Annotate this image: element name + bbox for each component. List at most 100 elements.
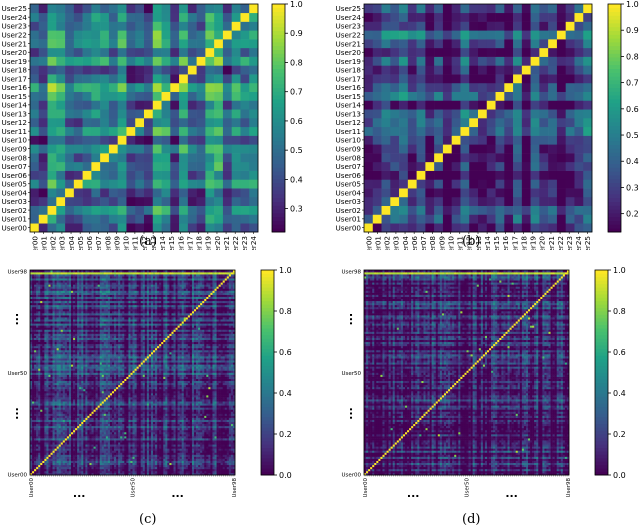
heatmap-cell xyxy=(179,118,189,128)
heatmap-cell xyxy=(42,458,45,461)
heatmap-cell xyxy=(32,448,35,451)
heatmap-cell xyxy=(34,440,37,443)
heatmap-cell xyxy=(222,205,232,215)
heatmap-cell xyxy=(103,438,107,441)
heatmap-cell xyxy=(231,74,241,84)
heatmap-cell xyxy=(112,409,115,412)
heatmap-cell xyxy=(228,458,232,461)
heatmap-cell xyxy=(71,425,74,429)
heatmap-cell xyxy=(153,468,156,472)
heatmap-cell xyxy=(442,56,452,66)
heatmap-cell xyxy=(425,205,435,215)
heatmap-cell xyxy=(167,452,170,455)
heatmap-cell xyxy=(148,429,152,433)
heatmap-cell xyxy=(198,468,201,472)
heatmap-cell xyxy=(214,427,217,431)
heatmap-cell xyxy=(198,466,201,470)
heatmap-cell xyxy=(442,39,452,49)
heatmap-cell xyxy=(200,423,203,427)
heatmap-cell xyxy=(187,407,191,410)
heatmap-cell xyxy=(44,425,47,429)
heatmap-cell xyxy=(187,100,197,110)
heatmap-cell xyxy=(105,468,109,472)
heatmap-cell xyxy=(191,423,195,427)
colorbar-tick-label: 0.3 xyxy=(626,183,639,192)
heatmap-cell xyxy=(157,454,160,457)
heatmap-cell xyxy=(82,91,92,101)
heatmap-cell xyxy=(200,415,203,418)
heatmap-cell xyxy=(87,470,90,474)
heatmap-cell xyxy=(52,436,55,439)
heatmap-cell xyxy=(163,470,166,474)
heatmap-cell xyxy=(136,421,139,425)
heatmap-cell xyxy=(71,468,74,472)
heatmap-cell xyxy=(100,179,110,189)
heatmap-cell xyxy=(128,458,131,461)
heatmap-cell xyxy=(478,170,488,180)
heatmap-cell xyxy=(218,431,221,435)
heatmap-cell xyxy=(109,462,113,466)
heatmap-cell xyxy=(214,460,217,463)
heatmap-cell xyxy=(109,450,113,453)
heatmap-cell xyxy=(226,450,230,453)
heatmap-cell xyxy=(135,91,145,101)
heatmap-cell xyxy=(79,466,82,470)
heatmap-cell xyxy=(116,407,119,410)
heatmap-cell xyxy=(60,456,64,459)
heatmap-cell xyxy=(212,464,215,468)
heatmap-cell xyxy=(30,135,40,145)
heatmap-cell xyxy=(583,56,593,66)
heatmap-cell xyxy=(77,407,80,410)
heatmap-cell xyxy=(556,4,566,14)
y-tick-label: User15 xyxy=(1,92,27,101)
heatmap-cell xyxy=(210,419,213,422)
heatmap-cell xyxy=(126,427,129,431)
heatmap-cell xyxy=(124,440,127,443)
heatmap-cell xyxy=(399,144,409,154)
heatmap-cell xyxy=(583,91,593,101)
heatmap-cell xyxy=(157,409,160,412)
heatmap-cell xyxy=(249,153,259,163)
heatmap-cell xyxy=(30,436,33,439)
heatmap-cell xyxy=(220,458,223,461)
heatmap-cell xyxy=(34,446,37,449)
heatmap-cell xyxy=(138,456,141,459)
heatmap-cell xyxy=(134,458,137,461)
heatmap-cell xyxy=(210,440,213,443)
heatmap-cell xyxy=(214,472,217,476)
heatmap-cell xyxy=(103,423,107,427)
heatmap-cell xyxy=(144,407,148,410)
heatmap-cell xyxy=(66,468,70,472)
heatmap-cell xyxy=(208,454,211,457)
heatmap-cell xyxy=(202,429,205,433)
heatmap-cell xyxy=(135,21,145,31)
heatmap-cell xyxy=(54,407,57,410)
heatmap-cell xyxy=(132,456,135,459)
heatmap-cell xyxy=(50,438,53,441)
heatmap-cell xyxy=(565,170,575,180)
heatmap-cell xyxy=(181,423,185,427)
heatmap-cell xyxy=(50,444,53,447)
heatmap-cell xyxy=(425,91,435,101)
heatmap-cell xyxy=(95,427,98,431)
heatmap-cell xyxy=(187,82,197,92)
heatmap-cell xyxy=(36,454,39,457)
heatmap-cell xyxy=(100,100,110,110)
heatmap-cell xyxy=(231,65,241,75)
heatmap-cell xyxy=(175,466,178,470)
heatmap-cell xyxy=(165,425,168,429)
heatmap-cell xyxy=(66,434,70,437)
heatmap-cell xyxy=(161,423,164,427)
heatmap-cell xyxy=(212,466,215,470)
heatmap-cell xyxy=(196,12,206,22)
heatmap-cell xyxy=(181,458,185,461)
heatmap-cell xyxy=(50,423,53,427)
heatmap-cell xyxy=(142,446,146,449)
heatmap-cell xyxy=(202,438,205,441)
heatmap-cell xyxy=(513,4,523,14)
heatmap-cell xyxy=(30,423,33,427)
heatmap-cell xyxy=(583,118,593,128)
heatmap-cell xyxy=(372,205,382,215)
heatmap-cell xyxy=(179,436,182,439)
heatmap-cell xyxy=(170,196,180,206)
